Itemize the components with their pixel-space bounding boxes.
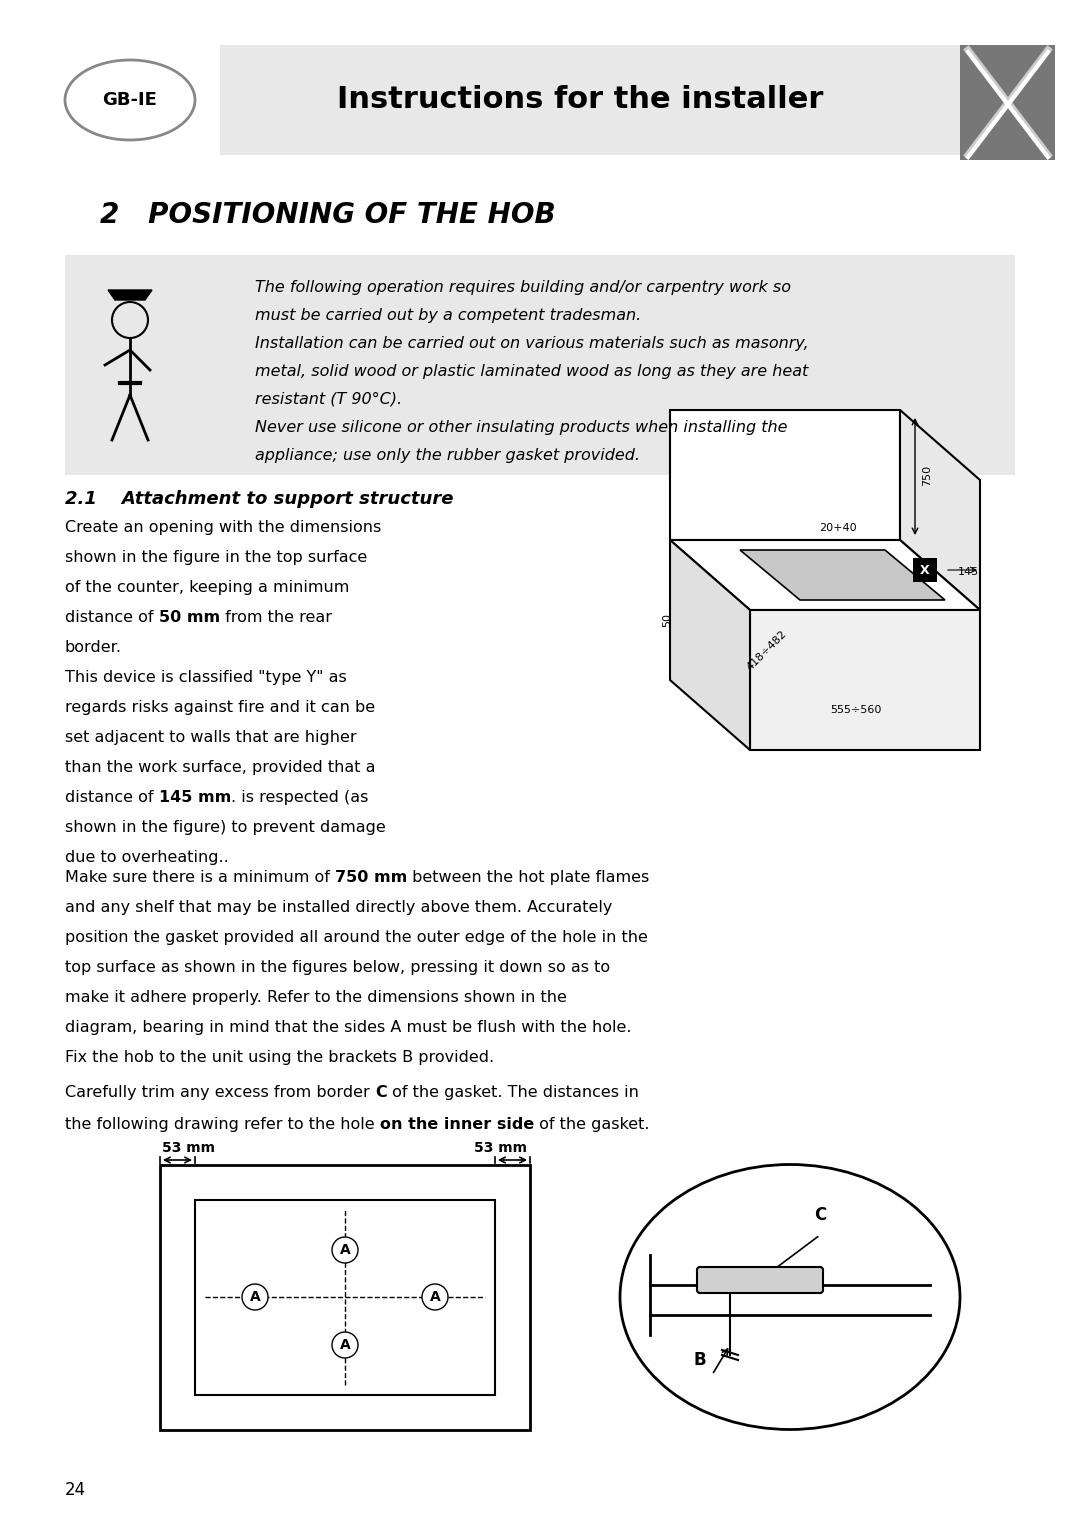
Text: C: C bbox=[814, 1206, 826, 1225]
Text: Fix the hob to the unit using the brackets B provided.: Fix the hob to the unit using the bracke… bbox=[65, 1050, 495, 1066]
Text: 53 mm: 53 mm bbox=[474, 1141, 527, 1154]
Text: 53 mm: 53 mm bbox=[162, 1141, 216, 1154]
Text: A: A bbox=[430, 1290, 441, 1304]
Text: This device is classified "type Y" as: This device is classified "type Y" as bbox=[65, 670, 347, 685]
Text: on the inner side: on the inner side bbox=[380, 1118, 534, 1131]
FancyBboxPatch shape bbox=[913, 558, 937, 583]
Polygon shape bbox=[108, 291, 152, 300]
Circle shape bbox=[332, 1332, 357, 1358]
Text: position the gasket provided all around the outer edge of the hole in the: position the gasket provided all around … bbox=[65, 930, 648, 945]
Text: ​ from the rear: ​ from the rear bbox=[219, 610, 332, 625]
Text: regards risks against fire and it can be: regards risks against fire and it can be bbox=[65, 700, 375, 716]
Text: B: B bbox=[693, 1352, 706, 1368]
Text: set adjacent to walls that are higher: set adjacent to walls that are higher bbox=[65, 729, 356, 745]
Circle shape bbox=[422, 1284, 448, 1310]
Text: diagram, bearing in mind that the sides A must be flush with the hole.: diagram, bearing in mind that the sides … bbox=[65, 1020, 632, 1035]
FancyBboxPatch shape bbox=[160, 1165, 530, 1430]
Text: metal, solid wood or plastic laminated wood as long as they are heat: metal, solid wood or plastic laminated w… bbox=[255, 364, 808, 379]
Text: 555÷560: 555÷560 bbox=[831, 705, 881, 716]
Text: top surface as shown in the figures below, pressing it down so as to: top surface as shown in the figures belo… bbox=[65, 960, 610, 976]
Text: Instructions for the installer: Instructions for the installer bbox=[337, 86, 823, 115]
Text: 418÷482: 418÷482 bbox=[745, 628, 788, 671]
Text: Carefully trim any excess from border: Carefully trim any excess from border bbox=[65, 1086, 375, 1099]
Text: 50: 50 bbox=[662, 613, 672, 627]
Text: of the counter, keeping a minimum: of the counter, keeping a minimum bbox=[65, 579, 349, 595]
Polygon shape bbox=[900, 410, 980, 610]
Text: ​. is respected (as: ​. is respected (as bbox=[231, 790, 368, 804]
Text: The following operation requires building and/or carpentry work so: The following operation requires buildin… bbox=[255, 280, 791, 295]
Text: A: A bbox=[339, 1243, 350, 1257]
Polygon shape bbox=[670, 410, 900, 540]
Text: Installation can be carried out on various materials such as masonry,: Installation can be carried out on vario… bbox=[255, 336, 809, 352]
Polygon shape bbox=[670, 540, 750, 751]
Text: 145 mm: 145 mm bbox=[159, 790, 231, 804]
Text: Create an opening with the dimensions: Create an opening with the dimensions bbox=[65, 520, 381, 535]
FancyBboxPatch shape bbox=[220, 44, 960, 154]
Text: 750 mm: 750 mm bbox=[335, 870, 407, 885]
Text: of the gasket.: of the gasket. bbox=[534, 1118, 649, 1131]
Text: 2.1    Attachment to support structure: 2.1 Attachment to support structure bbox=[65, 489, 454, 508]
Text: Never use silicone or other insulating products when installing the: Never use silicone or other insulating p… bbox=[255, 420, 787, 434]
Text: shown in the figure in the top surface: shown in the figure in the top surface bbox=[65, 550, 367, 566]
Text: of the gasket. The distances in: of the gasket. The distances in bbox=[387, 1086, 638, 1099]
Text: 145: 145 bbox=[958, 567, 980, 576]
Text: must be carried out by a competent tradesman.: must be carried out by a competent trade… bbox=[255, 307, 642, 323]
Text: make it adhere properly. Refer to the dimensions shown in the: make it adhere properly. Refer to the di… bbox=[65, 989, 567, 1005]
Text: ​ between the hot plate flames: ​ between the hot plate flames bbox=[407, 870, 649, 885]
FancyBboxPatch shape bbox=[960, 44, 1055, 161]
Polygon shape bbox=[740, 550, 945, 599]
Text: C: C bbox=[375, 1086, 387, 1099]
Text: 20+40: 20+40 bbox=[820, 523, 856, 534]
Text: border.: border. bbox=[65, 641, 122, 654]
Text: the following drawing refer to the hole: the following drawing refer to the hole bbox=[65, 1118, 380, 1131]
Polygon shape bbox=[750, 610, 980, 751]
Text: A: A bbox=[249, 1290, 260, 1304]
Text: resistant (T 90°C).: resistant (T 90°C). bbox=[255, 391, 402, 407]
FancyBboxPatch shape bbox=[195, 1200, 495, 1394]
Text: than the work surface, provided that a: than the work surface, provided that a bbox=[65, 760, 376, 775]
Text: Make sure there is a minimum of ​: Make sure there is a minimum of ​ bbox=[65, 870, 335, 885]
Text: distance of ​: distance of ​ bbox=[65, 610, 159, 625]
Polygon shape bbox=[670, 540, 980, 610]
Text: distance of ​: distance of ​ bbox=[65, 790, 159, 804]
Circle shape bbox=[332, 1237, 357, 1263]
Circle shape bbox=[242, 1284, 268, 1310]
Ellipse shape bbox=[620, 1165, 960, 1430]
Text: 24: 24 bbox=[65, 1482, 86, 1498]
Text: A: A bbox=[339, 1338, 350, 1352]
FancyBboxPatch shape bbox=[65, 255, 1015, 476]
FancyBboxPatch shape bbox=[697, 1268, 823, 1294]
Ellipse shape bbox=[65, 60, 195, 141]
Text: 750: 750 bbox=[922, 465, 932, 486]
Text: and any shelf that may be installed directly above them. Accurately: and any shelf that may be installed dire… bbox=[65, 901, 612, 914]
Text: X: X bbox=[920, 564, 930, 576]
Text: due to overheating..: due to overheating.. bbox=[65, 850, 229, 865]
Text: GB-IE: GB-IE bbox=[103, 92, 158, 109]
Text: 2   POSITIONING OF THE HOB: 2 POSITIONING OF THE HOB bbox=[100, 200, 555, 229]
Text: 50 mm: 50 mm bbox=[159, 610, 219, 625]
Text: shown in the figure) to prevent damage: shown in the figure) to prevent damage bbox=[65, 820, 386, 835]
Text: appliance; use only the rubber gasket provided.: appliance; use only the rubber gasket pr… bbox=[255, 448, 640, 463]
